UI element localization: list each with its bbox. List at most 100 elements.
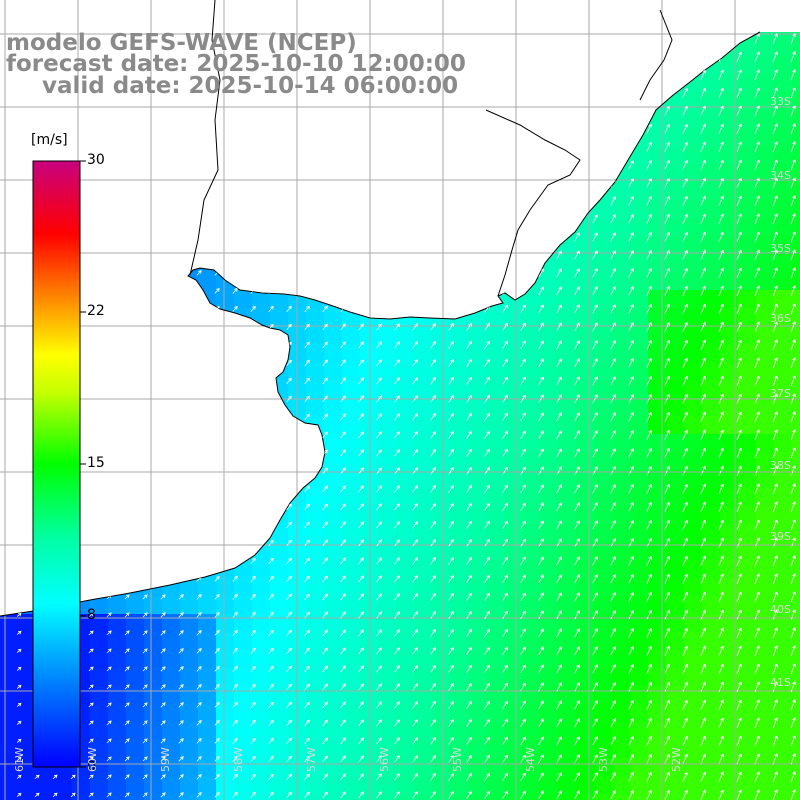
wind-arrow bbox=[358, 575, 364, 583]
wind-arrow bbox=[88, 648, 94, 654]
wind-arrow bbox=[124, 792, 130, 798]
wind-arrow bbox=[592, 538, 598, 548]
wind-arrow bbox=[610, 754, 616, 764]
wind-arrow bbox=[610, 340, 616, 350]
wind-arrow bbox=[772, 609, 778, 621]
wind-arrow bbox=[484, 430, 490, 439]
wind-arrow bbox=[142, 594, 148, 600]
wind-arrow bbox=[646, 771, 652, 782]
wind-arrow bbox=[754, 753, 760, 765]
wind-arrow bbox=[250, 791, 256, 798]
wind-arrow bbox=[160, 666, 166, 672]
wind-arrow bbox=[376, 737, 382, 745]
wind-arrow bbox=[466, 556, 472, 565]
wind-arrow bbox=[700, 735, 706, 746]
wind-arrow bbox=[790, 537, 796, 549]
wind-arrow bbox=[700, 69, 706, 80]
wind-arrow bbox=[16, 612, 22, 617]
wind-arrow bbox=[646, 177, 652, 188]
wind-arrow bbox=[340, 557, 346, 565]
wind-arrow bbox=[394, 791, 400, 799]
wind-arrow bbox=[214, 648, 220, 654]
wind-arrow bbox=[430, 754, 436, 763]
wind-arrow bbox=[736, 51, 742, 62]
wind-arrow bbox=[682, 321, 688, 332]
wind-arrow bbox=[574, 700, 580, 710]
wind-arrow bbox=[286, 575, 292, 582]
wind-arrow bbox=[106, 774, 112, 780]
wind-arrow bbox=[250, 557, 256, 564]
wind-arrow bbox=[502, 646, 508, 655]
wind-arrow bbox=[322, 683, 328, 691]
wind-arrow bbox=[682, 213, 688, 224]
wind-arrow bbox=[412, 791, 418, 799]
wind-arrow bbox=[484, 754, 490, 763]
wind-arrow bbox=[88, 666, 94, 672]
wind-arrow bbox=[574, 736, 580, 746]
wind-arrow bbox=[628, 268, 634, 278]
wind-arrow bbox=[412, 395, 418, 403]
wind-arrow bbox=[394, 539, 400, 547]
wind-arrow bbox=[754, 195, 760, 207]
wind-arrow bbox=[394, 773, 400, 781]
wind-arrow bbox=[592, 574, 598, 584]
wind-arrow bbox=[448, 394, 454, 403]
wind-arrow bbox=[466, 358, 472, 367]
wind-arrow bbox=[754, 627, 760, 639]
wind-arrow bbox=[538, 592, 544, 602]
wind-arrow bbox=[646, 573, 652, 584]
wind-arrow bbox=[502, 340, 508, 349]
wind-arrow bbox=[736, 267, 742, 278]
wind-arrow bbox=[574, 556, 580, 566]
wind-arrow bbox=[322, 431, 328, 439]
wind-arrow bbox=[790, 555, 796, 567]
wind-arrow bbox=[700, 231, 706, 242]
wind-arrow bbox=[718, 501, 724, 512]
wind-arrow bbox=[718, 789, 724, 800]
wind-arrow bbox=[682, 267, 688, 278]
wind-arrow bbox=[700, 591, 706, 602]
wind-arrow bbox=[286, 305, 292, 312]
wind-arrow bbox=[664, 267, 670, 278]
wind-arrow bbox=[718, 87, 724, 98]
wind-arrow bbox=[700, 699, 706, 710]
wind-arrow bbox=[664, 249, 670, 260]
wind-arrow bbox=[736, 375, 742, 386]
wind-arrow bbox=[232, 773, 238, 780]
wind-arrow bbox=[376, 719, 382, 727]
wind-arrow bbox=[412, 611, 418, 619]
wind-arrow bbox=[736, 429, 742, 440]
wind-arrow bbox=[394, 431, 400, 439]
wind-arrow bbox=[628, 502, 634, 512]
wind-arrow bbox=[412, 467, 418, 475]
wind-arrow bbox=[340, 503, 346, 511]
wind-arrow bbox=[430, 790, 436, 799]
wind-arrow bbox=[358, 521, 364, 529]
wind-arrow bbox=[592, 754, 598, 764]
wind-arrow bbox=[16, 666, 22, 671]
wind-arrow bbox=[628, 556, 634, 566]
wind-arrow bbox=[610, 502, 616, 512]
lat-label: 35S bbox=[770, 242, 791, 255]
wind-arrow bbox=[430, 502, 436, 511]
wind-arrow bbox=[322, 503, 328, 511]
border-line bbox=[189, 0, 221, 276]
wind-arrow bbox=[484, 574, 490, 583]
wind-arrow bbox=[466, 628, 472, 637]
wind-arrow bbox=[412, 539, 418, 547]
wind-arrow bbox=[484, 466, 490, 475]
wind-arrow bbox=[448, 574, 454, 583]
wind-arrow bbox=[790, 393, 796, 405]
wind-arrow bbox=[592, 304, 598, 314]
wind-arrow bbox=[322, 665, 328, 673]
wind-arrow bbox=[520, 682, 526, 692]
wind-arrow bbox=[124, 630, 130, 636]
wind-arrow bbox=[574, 682, 580, 692]
wind-arrow bbox=[250, 719, 256, 726]
wind-arrow bbox=[790, 591, 796, 603]
wind-arrow bbox=[610, 700, 616, 710]
wind-arrow bbox=[430, 574, 436, 583]
wind-arrow bbox=[790, 303, 796, 315]
wind-arrow bbox=[700, 753, 706, 764]
wind-arrow bbox=[574, 520, 580, 530]
